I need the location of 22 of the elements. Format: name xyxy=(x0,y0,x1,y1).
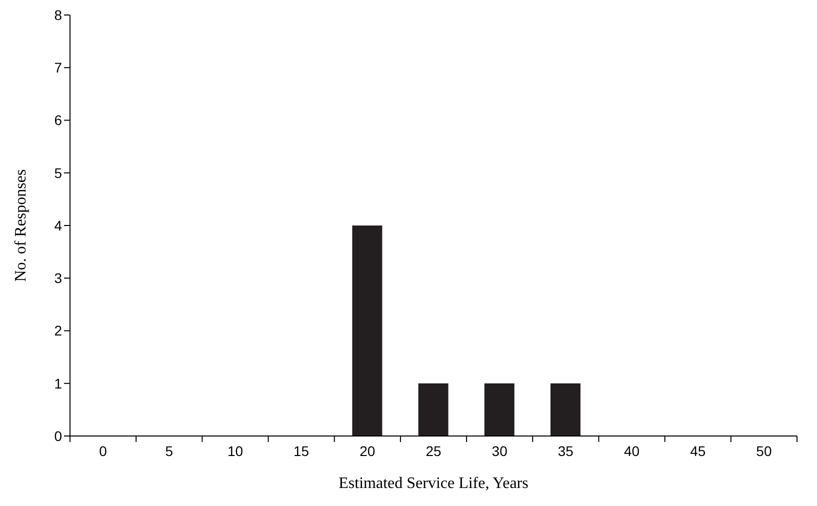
x-tick-label: 35 xyxy=(558,443,574,459)
y-axis-title: No. of Responses xyxy=(12,169,30,282)
y-tick-label: 4 xyxy=(54,217,62,234)
x-tick-label: 30 xyxy=(492,443,508,459)
y-tick-label: 0 xyxy=(54,428,62,444)
x-tick-label: 10 xyxy=(227,443,244,459)
x-tick-label: 15 xyxy=(294,443,310,459)
x-tick-label: 0 xyxy=(99,443,108,459)
x-axis-title: Estimated Service Life, Years xyxy=(338,475,528,492)
x-tick-label: 50 xyxy=(756,443,772,459)
x-tick-label: 25 xyxy=(426,443,442,459)
y-tick-label: 8 xyxy=(54,6,62,23)
y-tick-label: 7 xyxy=(54,60,62,76)
x-tick-label: 5 xyxy=(165,443,174,459)
y-tick-label: 3 xyxy=(54,270,62,286)
x-tick-label: 45 xyxy=(690,443,706,459)
y-tick-label: 6 xyxy=(54,112,62,128)
y-tick-label: 1 xyxy=(54,375,62,392)
y-tick-label: 2 xyxy=(54,322,62,339)
x-tick-label: 40 xyxy=(624,443,640,459)
x-tick-label: 20 xyxy=(360,443,376,459)
y-tick-label: 5 xyxy=(54,164,62,181)
